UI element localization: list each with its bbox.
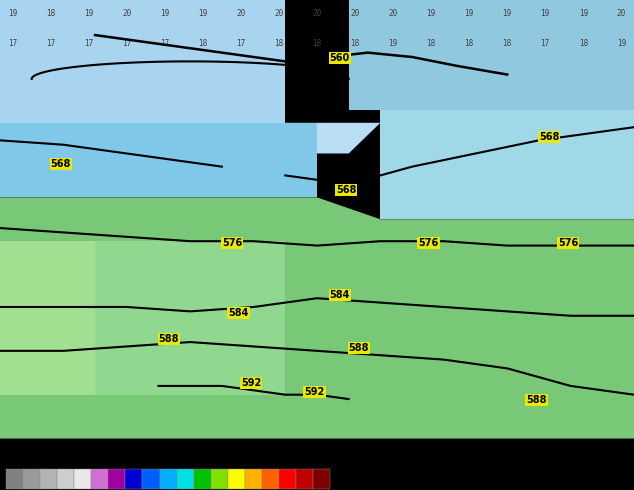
Bar (41, 469, 58, 489)
Text: 19: 19 (198, 9, 207, 18)
Bar (228, 469, 245, 489)
Text: 18: 18 (503, 39, 512, 49)
Text: 588: 588 (349, 343, 369, 353)
Text: 18: 18 (427, 39, 436, 49)
Text: 19: 19 (8, 9, 17, 18)
Text: 592: 592 (241, 378, 261, 388)
Text: 584: 584 (228, 308, 249, 318)
Bar (193, 469, 210, 489)
Text: 17: 17 (160, 39, 169, 49)
Text: 20: 20 (351, 9, 359, 18)
Text: 560: 560 (330, 53, 350, 63)
Text: 20: 20 (389, 9, 398, 18)
Text: 576: 576 (222, 238, 242, 247)
Bar (278, 469, 295, 489)
Bar (313, 469, 330, 489)
Text: 17: 17 (8, 39, 17, 49)
Bar (295, 469, 313, 489)
Text: 18: 18 (198, 39, 207, 49)
Bar (143, 469, 160, 489)
Text: 18: 18 (275, 39, 283, 49)
Bar (23, 469, 41, 489)
Text: 20: 20 (236, 9, 245, 18)
Text: 19: 19 (617, 39, 626, 49)
Bar (210, 469, 228, 489)
Text: 19: 19 (160, 9, 169, 18)
Text: 588: 588 (158, 334, 179, 344)
Text: Mo 03-06-2024 00:00 UTC (12+60): Mo 03-06-2024 00:00 UTC (12+60) (418, 453, 628, 463)
Text: 20: 20 (313, 9, 321, 18)
Polygon shape (380, 110, 634, 220)
Bar (262, 469, 278, 489)
Bar (108, 469, 126, 489)
Text: 17: 17 (46, 39, 55, 49)
Text: 19: 19 (579, 9, 588, 18)
Text: 19: 19 (465, 9, 474, 18)
Text: 17: 17 (84, 39, 93, 49)
Text: 568: 568 (336, 185, 356, 195)
Bar (160, 469, 176, 489)
Text: 592: 592 (304, 387, 325, 397)
Polygon shape (190, 123, 380, 153)
Text: 17: 17 (236, 39, 245, 49)
Text: 588: 588 (526, 395, 547, 405)
Text: 568: 568 (51, 159, 71, 169)
Text: 20: 20 (275, 9, 283, 18)
Text: 584: 584 (330, 290, 350, 300)
Bar (58, 469, 74, 489)
Text: 18: 18 (46, 9, 55, 18)
Text: 19: 19 (503, 9, 512, 18)
Text: 20: 20 (617, 9, 626, 18)
Text: Height/Temp. 500 hPa [gdmp][°C] ECMWF: Height/Temp. 500 hPa [gdmp][°C] ECMWF (6, 453, 256, 463)
Bar (74, 469, 91, 489)
Text: 19: 19 (389, 39, 398, 49)
Text: 19: 19 (84, 9, 93, 18)
Text: 17: 17 (122, 39, 131, 49)
Text: 19: 19 (541, 9, 550, 18)
Bar (176, 469, 193, 489)
Text: 576: 576 (418, 238, 439, 247)
Polygon shape (0, 241, 95, 395)
Text: 18: 18 (579, 39, 588, 49)
Text: 18: 18 (351, 39, 359, 49)
Bar (126, 469, 143, 489)
Polygon shape (0, 0, 285, 123)
Text: 17: 17 (541, 39, 550, 49)
Bar (245, 469, 262, 489)
Polygon shape (0, 197, 634, 439)
Text: 18: 18 (313, 39, 321, 49)
Text: 18: 18 (465, 39, 474, 49)
Text: 20: 20 (122, 9, 131, 18)
Polygon shape (95, 241, 285, 395)
Bar (6, 469, 23, 489)
Text: 576: 576 (558, 238, 578, 247)
Text: 568: 568 (539, 132, 559, 142)
Polygon shape (0, 123, 317, 197)
Bar (91, 469, 108, 489)
Polygon shape (349, 0, 634, 110)
Text: 19: 19 (427, 9, 436, 18)
